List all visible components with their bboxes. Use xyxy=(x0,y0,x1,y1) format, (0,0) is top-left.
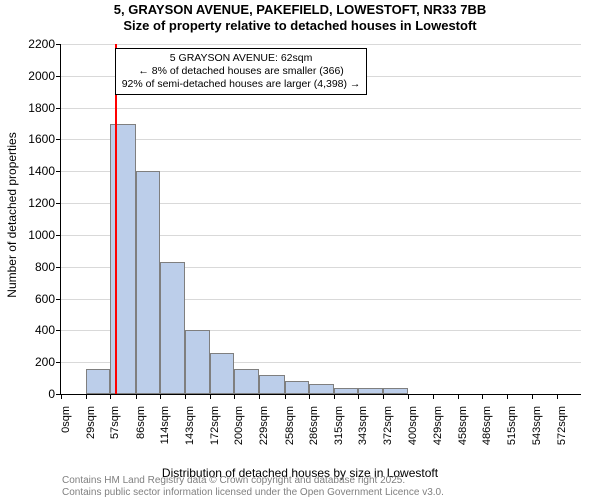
ytick-mark xyxy=(56,203,61,204)
xtick-label: 57sqm xyxy=(109,404,121,439)
annotation-line: 92% of semi-detached houses are larger (… xyxy=(122,78,361,91)
ytick-label: 1200 xyxy=(28,196,55,210)
title-line-2: Size of property relative to detached ho… xyxy=(0,18,600,34)
xtick-label: 458sqm xyxy=(457,404,469,445)
xtick-label: 543sqm xyxy=(531,404,543,445)
property-marker-line xyxy=(115,44,117,394)
xtick-mark xyxy=(234,394,235,399)
histogram-bar xyxy=(259,375,284,394)
title-line-1: 5, GRAYSON AVENUE, PAKEFIELD, LOWESTOFT,… xyxy=(0,2,600,18)
xtick-mark xyxy=(532,394,533,399)
histogram-bar xyxy=(86,369,110,394)
xtick-mark xyxy=(210,394,211,399)
y-axis-label: Number of detached properties xyxy=(5,132,19,297)
histogram-bar xyxy=(358,388,383,394)
xtick-mark xyxy=(358,394,359,399)
ytick-mark xyxy=(56,267,61,268)
xtick-mark xyxy=(259,394,260,399)
xtick-mark xyxy=(334,394,335,399)
footnote-line-2: Contains public sector information licen… xyxy=(62,487,444,499)
xtick-label: 0sqm xyxy=(60,404,72,433)
histogram-bar xyxy=(334,388,358,394)
histogram-bar xyxy=(160,262,185,394)
histogram-bar xyxy=(185,330,210,394)
xtick-mark xyxy=(458,394,459,399)
ytick-label: 1800 xyxy=(28,101,55,115)
xtick-mark xyxy=(61,394,62,399)
xtick-mark xyxy=(110,394,111,399)
xtick-label: 29sqm xyxy=(85,404,97,439)
xtick-mark xyxy=(482,394,483,399)
ytick-label: 800 xyxy=(35,260,55,274)
xtick-label: 114sqm xyxy=(159,404,171,444)
ytick-mark xyxy=(56,330,61,331)
xtick-mark xyxy=(557,394,558,399)
xtick-label: 143sqm xyxy=(184,404,196,445)
xtick-label: 515sqm xyxy=(506,404,518,445)
histogram-bar xyxy=(309,384,334,394)
xtick-label: 315sqm xyxy=(333,404,345,445)
xtick-mark xyxy=(408,394,409,399)
ytick-label: 2200 xyxy=(28,37,55,51)
xtick-mark xyxy=(185,394,186,399)
ytick-mark xyxy=(56,139,61,140)
xtick-mark xyxy=(285,394,286,399)
histogram-bar xyxy=(383,388,407,394)
xtick-mark xyxy=(507,394,508,399)
ytick-mark xyxy=(56,299,61,300)
histogram-bar xyxy=(285,381,309,394)
footnote: Contains HM Land Registry data © Crown c… xyxy=(62,475,444,498)
xtick-mark xyxy=(309,394,310,399)
ytick-mark xyxy=(56,44,61,45)
xtick-label: 400sqm xyxy=(407,404,419,445)
ytick-mark xyxy=(56,235,61,236)
xtick-label: 372sqm xyxy=(382,404,394,445)
ytick-label: 2000 xyxy=(28,69,55,83)
xtick-mark xyxy=(160,394,161,399)
ytick-label: 400 xyxy=(35,323,55,337)
annotation-line: 5 GRAYSON AVENUE: 62sqm xyxy=(122,52,361,65)
annotation-line: ← 8% of detached houses are smaller (366… xyxy=(122,65,361,78)
ytick-label: 1000 xyxy=(28,228,55,242)
xtick-label: 258sqm xyxy=(284,404,296,445)
ytick-label: 600 xyxy=(35,292,55,306)
xtick-label: 429sqm xyxy=(432,404,444,445)
xtick-label: 286sqm xyxy=(308,404,320,445)
plot-area: 0200400600800100012001400160018002000220… xyxy=(60,44,581,395)
xtick-label: 200sqm xyxy=(233,404,245,445)
ytick-mark xyxy=(56,108,61,109)
annotation-box: 5 GRAYSON AVENUE: 62sqm← 8% of detached … xyxy=(115,48,368,95)
xtick-label: 486sqm xyxy=(481,404,493,445)
xtick-mark xyxy=(86,394,87,399)
xtick-label: 572sqm xyxy=(556,404,568,445)
xtick-label: 172sqm xyxy=(209,404,221,445)
ytick-mark xyxy=(56,362,61,363)
ytick-label: 200 xyxy=(35,355,55,369)
ytick-mark xyxy=(56,76,61,77)
histogram-bar xyxy=(136,171,160,394)
xtick-mark xyxy=(383,394,384,399)
gridline-h xyxy=(61,108,581,109)
gridline-h xyxy=(61,44,581,45)
ytick-label: 1400 xyxy=(28,164,55,178)
histogram-bar xyxy=(234,369,259,394)
gridline-h xyxy=(61,139,581,140)
chart-container: 5, GRAYSON AVENUE, PAKEFIELD, LOWESTOFT,… xyxy=(0,0,600,500)
xtick-label: 343sqm xyxy=(357,404,369,445)
histogram-bar xyxy=(210,353,234,394)
xtick-mark xyxy=(433,394,434,399)
ytick-mark xyxy=(56,171,61,172)
title-area: 5, GRAYSON AVENUE, PAKEFIELD, LOWESTOFT,… xyxy=(0,2,600,35)
xtick-label: 86sqm xyxy=(135,404,147,439)
footnote-line-1: Contains HM Land Registry data © Crown c… xyxy=(62,475,444,487)
ytick-label: 0 xyxy=(48,387,55,401)
xtick-label: 229sqm xyxy=(258,404,270,445)
ytick-label: 1600 xyxy=(28,132,55,146)
xtick-mark xyxy=(136,394,137,399)
